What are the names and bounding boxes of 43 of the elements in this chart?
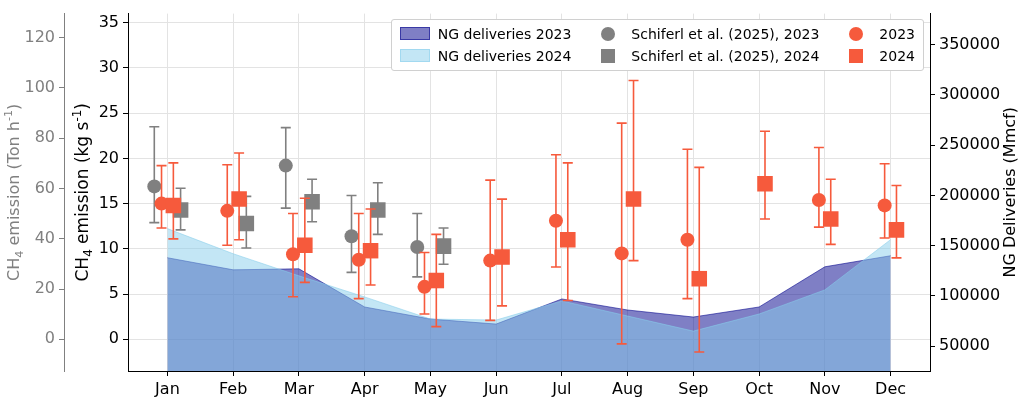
y-tick-label: 0 bbox=[108, 328, 119, 348]
y2-tick-label: 300000 bbox=[939, 84, 1001, 104]
x-tick-label: Aug bbox=[611, 378, 644, 398]
y-tick-label: 20 bbox=[98, 147, 119, 167]
x-tick-label: Mar bbox=[283, 378, 315, 398]
x-tick-label: Nov bbox=[809, 378, 841, 398]
x-tick-label: Jul bbox=[551, 378, 572, 398]
x-tick-label: May bbox=[413, 378, 447, 398]
x-tick-label: Jun bbox=[482, 378, 509, 398]
legend-label: 2024 bbox=[879, 47, 915, 64]
y3-tick-label: 20 bbox=[34, 278, 55, 298]
y3-tick-label: 40 bbox=[34, 227, 55, 247]
y-axis-title: CH4 emission (kg s-1) bbox=[70, 103, 96, 282]
legend-label: Schiferl et al. (2025), 2024 bbox=[631, 47, 820, 64]
y3-tick-label: 100 bbox=[24, 77, 55, 97]
y3-tick-label: 120 bbox=[24, 26, 55, 46]
y-tick-label: 15 bbox=[98, 192, 119, 212]
y2-tick-label: 50000 bbox=[939, 335, 990, 355]
y2-tick-label: 100000 bbox=[939, 285, 1001, 305]
y2-tick-label: 350000 bbox=[939, 33, 1001, 53]
y3-tick-label: 60 bbox=[34, 177, 55, 197]
x-tick-label: Dec bbox=[875, 378, 907, 398]
y-tick-label: 30 bbox=[98, 57, 119, 77]
y3-axis-title: CH4 emission (Ton h-1) bbox=[2, 103, 26, 281]
x-tick-label: Oct bbox=[745, 378, 773, 398]
y3-tick-label: 80 bbox=[34, 127, 55, 147]
y-tick-label: 5 bbox=[108, 283, 119, 303]
x-tick-label: Sep bbox=[678, 378, 709, 398]
x-tick-label: Jan bbox=[154, 378, 180, 398]
y-tick-label: 25 bbox=[98, 102, 119, 122]
y3-tick-label: 0 bbox=[44, 328, 55, 348]
y2-tick-label: 150000 bbox=[939, 234, 1001, 254]
x-tick-label: Feb bbox=[219, 378, 248, 398]
y2-tick-label: 200000 bbox=[939, 184, 1001, 204]
y-tick-label: 10 bbox=[98, 238, 119, 258]
y2-tick-label: 250000 bbox=[939, 134, 1001, 154]
y2-axis-title: NG Deliveries (Mmcf) bbox=[1000, 107, 1020, 278]
legend-label: NG deliveries 2024 bbox=[437, 47, 572, 64]
legend-label: NG deliveries 2023 bbox=[437, 25, 572, 42]
x-tick-label: Apr bbox=[350, 378, 379, 398]
legend-label: Schiferl et al. (2025), 2023 bbox=[631, 25, 820, 42]
y-tick-label: 35 bbox=[98, 11, 119, 31]
legend-label: 2023 bbox=[879, 25, 915, 42]
